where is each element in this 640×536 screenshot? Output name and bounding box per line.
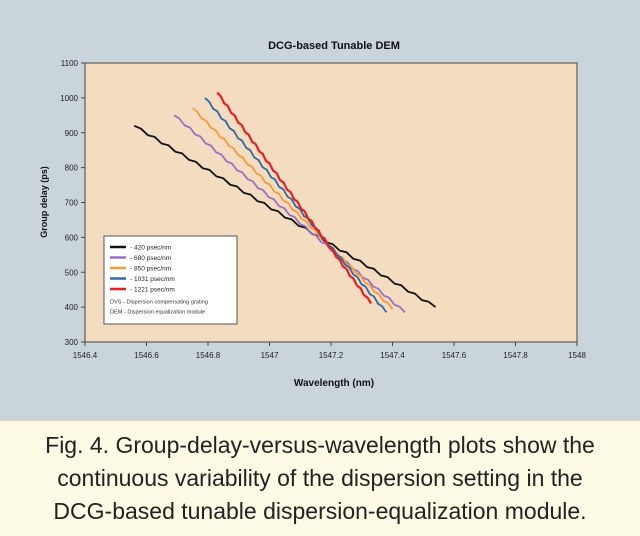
legend-label: - 1221 psec/nm <box>130 287 175 294</box>
x-tick-label: 1548 <box>568 351 586 360</box>
y-tick-label: 500 <box>65 268 79 277</box>
series-line <box>173 114 406 314</box>
legend-label: - 1031 psec/nm <box>130 276 175 283</box>
y-tick-label: 300 <box>65 338 79 347</box>
y-tick-label: 600 <box>65 233 79 242</box>
y-axis: 300 400 500 600 700 800 900 1000 1100 <box>60 59 85 347</box>
legend-label: - 680 psec/nm <box>130 255 171 262</box>
legend-note: DEM - Dispersion equalization module <box>110 310 205 316</box>
figure-panel: DCG-based Tunable DEM 300 400 500 600 700 800… <box>39 40 587 389</box>
caption-line-3: DCG-based tunable dispersion-equalizatio… <box>53 498 587 524</box>
y-tick-label: 1100 <box>61 59 79 68</box>
x-axis-label: Wavelength (nm) <box>294 378 374 389</box>
series-line <box>133 124 437 308</box>
legend-label: - 420 psec/nm <box>130 245 171 252</box>
y-tick-label: 400 <box>65 303 79 312</box>
series-line <box>216 91 372 305</box>
caption-line-1: Fig. 4. Group-delay-versus-wavelength pl… <box>45 432 595 458</box>
x-tick-label: 1546.6 <box>134 351 159 360</box>
y-tick-label: 900 <box>65 129 79 138</box>
x-tick-label: 1546.8 <box>196 351 221 360</box>
legend: - 420 psec/nm - 680 psec/nm - 850 psec/nm -… <box>103 235 238 325</box>
x-tick-label: 1547 <box>261 351 279 360</box>
chart-title: DCG-based Tunable DEM <box>268 40 400 52</box>
y-tick-label: 800 <box>65 164 79 173</box>
caption-line-2: continuous variability of the dispersion… <box>57 465 583 491</box>
x-tick-label: 1547.4 <box>380 351 405 360</box>
x-tick-label: 1547.6 <box>442 351 467 360</box>
figure-caption: Fig. 4. Group-delay-versus-wavelength pl… <box>0 429 640 528</box>
series-lines <box>133 91 437 314</box>
series-line <box>204 97 388 313</box>
y-axis-label: Group delay (ps) <box>39 166 49 238</box>
x-tick-label: 1547.2 <box>319 351 344 360</box>
y-tick-label: 700 <box>65 199 79 208</box>
caption-panel: Fig. 4. Group-delay-versus-wavelength pl… <box>0 420 640 536</box>
legend-label: - 850 psec/nm <box>130 266 171 273</box>
legend-box <box>103 235 238 325</box>
x-axis: 1546.4 1546.6 1546.8 1547 1547.2 1547.4 1547.6… <box>73 342 586 360</box>
chart: DCG-based Tunable DEM 300 400 500 600 700 800… <box>39 40 586 389</box>
y-tick-label: 1000 <box>60 94 78 103</box>
series-line <box>192 107 394 310</box>
x-tick-label: 1546.4 <box>73 351 98 360</box>
legend-note: DVS - Dispersion compensating grating <box>110 300 208 306</box>
x-tick-label: 1547.8 <box>503 351 528 360</box>
